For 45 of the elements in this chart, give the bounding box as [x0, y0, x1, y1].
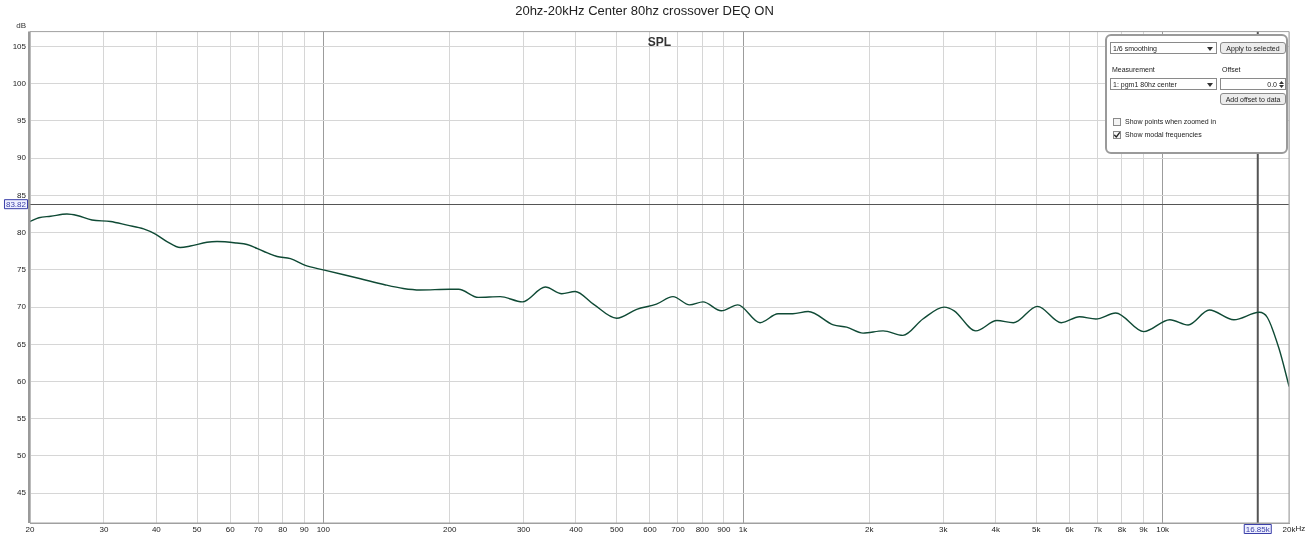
x-tick-label: 5k: [1032, 525, 1042, 534]
x-tick-label: 2k: [865, 525, 875, 534]
y-tick-label: 65: [17, 339, 27, 349]
x-tick-label: 60: [225, 525, 236, 534]
x-tick-label: 7k: [1093, 525, 1103, 534]
y-tick-label: 90: [17, 153, 27, 163]
x-tick-label: 40: [151, 525, 162, 534]
x-tick-label: 80: [278, 525, 288, 534]
ref-line-label: 16.85k: [1245, 524, 1271, 534]
x-tick-label: 1k: [738, 525, 749, 534]
x-tick-label: 400: [569, 525, 584, 534]
y-tick-label: 45: [17, 488, 27, 498]
x-tick-label: 500: [609, 525, 624, 534]
x-tick-label: 50: [192, 525, 202, 534]
y-tick-label: 60: [17, 376, 27, 386]
y-axis-title: dB: [16, 20, 26, 30]
x-tick-label: 300: [516, 525, 531, 534]
y-tick-label: 105: [12, 41, 27, 51]
y-tick-label: 80: [17, 227, 27, 237]
ref-line-label: 83.82: [5, 199, 27, 209]
x-tick-label: 200: [442, 525, 457, 534]
x-tick-label: 3k: [939, 525, 949, 534]
y-tick-label: 55: [17, 413, 27, 423]
x-tick-label: 100: [316, 525, 331, 534]
x-tick-label: 10k: [1156, 525, 1171, 534]
x-tick-label: 800: [695, 525, 710, 534]
x-tick-label: 20: [25, 525, 35, 534]
chart-subtitle: SPL: [647, 34, 672, 49]
x-tick-label: 4k: [991, 525, 1001, 534]
x-tick-label: 900: [717, 525, 732, 534]
x-tick-label: 30: [99, 525, 109, 534]
y-tick-label: 85: [17, 190, 27, 200]
x-tick-label: 8k: [1117, 525, 1128, 534]
y-tick-label: 75: [17, 265, 27, 275]
y-tick-label: 50: [17, 451, 27, 461]
y-tick-label: 95: [17, 116, 27, 126]
x-tick-label: 9k: [1139, 525, 1149, 534]
y-tick-label: 70: [17, 302, 27, 312]
x-tick-label: 700: [671, 525, 686, 534]
x-tick-label: 6k: [1065, 525, 1075, 534]
x-tick-label: 70: [253, 525, 264, 534]
chart-title: 20hz-20kHz Center 80hz crossover DEQ ON: [515, 3, 774, 19]
x-tick-label: 600: [643, 525, 658, 534]
x-tick-label: 90: [299, 525, 310, 534]
y-tick-label: 100: [12, 78, 27, 88]
